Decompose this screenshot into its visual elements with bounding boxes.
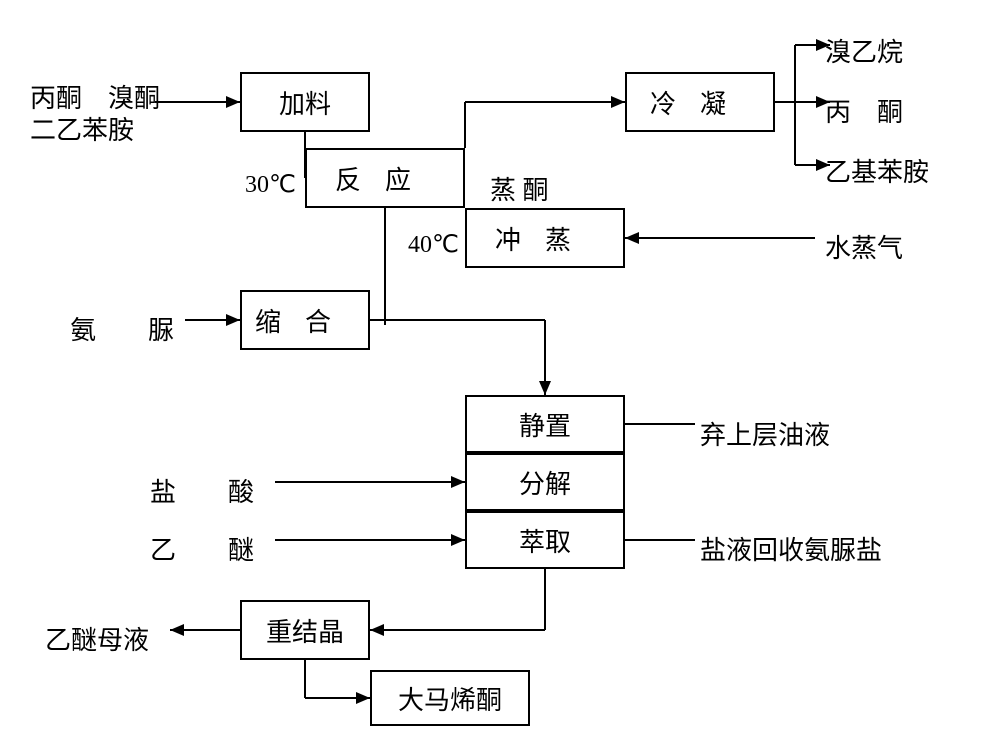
node-text: 冲蒸 (495, 220, 595, 257)
node-recryst: 重结晶 (240, 600, 370, 660)
node-text: 大马烯酮 (398, 680, 502, 717)
node-steam: 冲蒸 (465, 208, 625, 268)
flowchart-canvas: 加料反应冲蒸冷凝缩合静置分解萃取重结晶大马烯酮丙酮 溴酮二乙苯胺30℃蒸 酮40… (0, 0, 1000, 734)
node-text: 萃取 (519, 522, 571, 559)
node-text: 缩合 (255, 302, 355, 339)
node-text: 加料 (279, 84, 331, 121)
label-amine: 氨 脲 (70, 310, 174, 347)
label-mother: 乙醚母液 (45, 620, 149, 657)
label-hcl: 盐 酸 (150, 472, 254, 509)
node-text: 重结晶 (266, 612, 344, 649)
label-settle_o: 弃上层油液 (700, 415, 830, 452)
node-text: 冷凝 (650, 84, 750, 121)
label-out_c1: 溴乙烷 (825, 32, 903, 69)
node-product: 大马烯酮 (370, 670, 530, 726)
label-t30: 30℃ (245, 170, 296, 199)
node-decomp: 分解 (465, 453, 625, 511)
label-out_c2: 丙 酮 (825, 92, 903, 129)
label-salt: 盐液回收氨脲盐 (700, 530, 882, 567)
label-ether: 乙 醚 (150, 530, 254, 567)
label-out_c3: 乙基苯胺 (825, 152, 929, 189)
node-text: 反应 (335, 160, 435, 197)
label-zheng: 蒸 酮 (490, 170, 549, 207)
node-settle: 静置 (465, 395, 625, 453)
label-steam_in: 水蒸气 (825, 228, 903, 265)
node-extract: 萃取 (465, 511, 625, 569)
node-conden_s: 缩合 (240, 290, 370, 350)
node-feed: 加料 (240, 72, 370, 132)
label-in_top2: 二乙苯胺 (30, 110, 134, 147)
label-t40: 40℃ (408, 230, 459, 259)
node-condense: 冷凝 (625, 72, 775, 132)
node-react: 反应 (305, 148, 465, 208)
node-text: 静置 (519, 406, 571, 443)
node-text: 分解 (519, 464, 571, 501)
